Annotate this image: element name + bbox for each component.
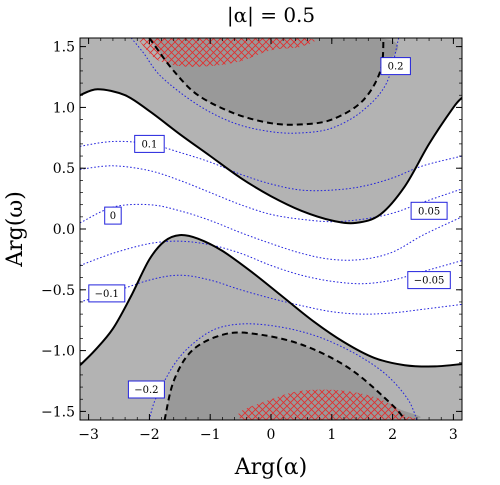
contour-label: 0.2 — [380, 57, 411, 76]
contour-label-box — [104, 206, 122, 225]
contour-label-box — [88, 284, 126, 303]
contour-label-text: −0.2 — [134, 385, 158, 396]
contour-labels: 0.2 0.1 0 0.05 −0.05 −0.1 −0.2 — [88, 57, 451, 399]
contour-label-box — [134, 134, 165, 153]
x-tick-label: −3 — [78, 427, 99, 443]
contour-label: 0.1 — [134, 134, 165, 153]
dotted-contours — [80, 38, 462, 420]
lower-dashed — [163, 331, 406, 420]
x-tick-label: −2 — [139, 427, 160, 443]
contour-label: −0.2 — [127, 380, 165, 399]
upper-boundary — [80, 88, 462, 225]
y-tick-label: 1.5 — [53, 40, 75, 56]
x-axis-label: Arg(α) — [234, 455, 308, 480]
contour-label-text: 0.2 — [388, 62, 404, 73]
contour-label: −0.05 — [407, 271, 451, 290]
hatched-regions — [137, 38, 418, 420]
contour-label: 0.05 — [410, 201, 448, 220]
dotted-contour-neg0.2 — [148, 323, 418, 420]
contour-label-text: 0 — [110, 211, 116, 222]
y-tick-label: −0.5 — [41, 283, 75, 299]
contour-label: 0 — [104, 206, 122, 225]
dashed-contours — [148, 38, 406, 420]
chart-title: |α| = 0.5 — [227, 3, 315, 28]
axis-ticks — [80, 38, 462, 420]
x-tick-label: 1 — [327, 427, 336, 443]
x-tick-label: −1 — [200, 427, 221, 443]
plot-area — [80, 38, 462, 420]
tick-labels: −3 −2 −1 0 1 2 3 −1.5 −1.0 −0.5 0.0 0.5 1.0 1.5 — [41, 40, 458, 443]
lower-hatch — [238, 389, 418, 420]
x-tick-label: 2 — [388, 427, 397, 443]
lower-boundary — [80, 234, 462, 368]
upper-hatch — [137, 38, 315, 67]
dotted-contour-neg0.1 — [80, 274, 462, 315]
dotted-contour-0 — [80, 203, 462, 261]
y-tick-label: 0.5 — [53, 161, 75, 177]
solid-contours — [80, 88, 462, 368]
y-tick-label: 0.0 — [53, 222, 75, 238]
y-tick-label: 1.0 — [53, 100, 75, 116]
white-band-region — [80, 89, 462, 367]
upper-dashed — [148, 38, 385, 126]
y-tick-label: −1.0 — [41, 344, 75, 360]
contour-label-box — [407, 271, 451, 290]
contour-label-box — [127, 380, 165, 399]
contour-label-text: 0.05 — [418, 206, 440, 217]
y-axis-label: Arg(ω) — [3, 191, 28, 268]
contour-label-text: 0.1 — [141, 139, 157, 150]
dotted-contour-0.2 — [130, 38, 400, 134]
contour-label-box — [410, 201, 448, 220]
contour-label-text: −0.05 — [414, 276, 445, 287]
contour-label: −0.1 — [88, 284, 126, 303]
contour-label-box — [380, 57, 411, 76]
x-tick-label: 3 — [449, 427, 458, 443]
x-tick-label: 0 — [267, 427, 276, 443]
y-tick-label: −1.5 — [41, 404, 75, 420]
dotted-contour-0.05 — [80, 165, 462, 223]
contour-label-text: −0.1 — [95, 289, 119, 300]
dotted-contour-neg0.05 — [80, 240, 462, 285]
